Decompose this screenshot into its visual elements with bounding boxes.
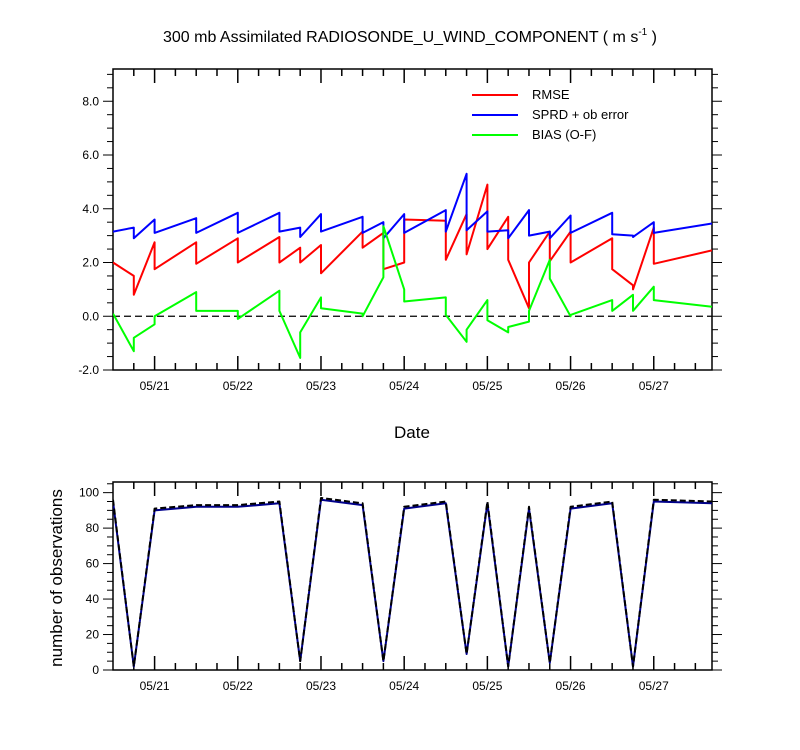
chart0-x-tick-label: 05/25 bbox=[472, 379, 502, 393]
bottom-plot-area: 05/21 05/22 05/23 05/24 05/25 05/26 05/27 0 20 40… bbox=[79, 481, 722, 693]
chart0-legend-label: RMSE bbox=[532, 87, 570, 102]
chart1-series-observations-used bbox=[113, 498, 712, 668]
chart1-y-tick-label: 0 bbox=[92, 663, 99, 677]
chart1-plot-frame bbox=[112, 481, 713, 671]
chart1-x-tick-label: 05/26 bbox=[556, 679, 586, 693]
chart1-y-tick-label: 100 bbox=[79, 486, 99, 500]
chart1-series-observations-possible bbox=[113, 497, 712, 668]
y-axis-title: number of observations bbox=[47, 489, 66, 667]
chart1-x-tick-label: 05/23 bbox=[306, 679, 336, 693]
chart0-y-tick-label: 8.0 bbox=[82, 94, 99, 108]
chart0-x-tick-label: 05/24 bbox=[389, 379, 419, 393]
chart0-x-tick-label: 05/23 bbox=[306, 379, 336, 393]
chart0-series-bias-o-f bbox=[113, 225, 712, 359]
chart-title-superscript: -1 bbox=[638, 27, 647, 38]
chart1-x-tick-label: 05/21 bbox=[140, 679, 170, 693]
chart0-series-rmse bbox=[113, 183, 712, 310]
chart1-y-tick-label: 60 bbox=[86, 557, 100, 571]
chart0-y-tick-label: 6.0 bbox=[82, 148, 99, 162]
chart0-x-tick-label: 05/21 bbox=[140, 379, 170, 393]
chart0-legend-label: SPRD + ob error bbox=[532, 107, 629, 122]
chart0-y-tick-label: 4.0 bbox=[82, 202, 99, 216]
chart1-x-tick-label: 05/22 bbox=[223, 679, 253, 693]
chart-title: 300 mb Assimilated RADIOSONDE_U_WIND_COM… bbox=[163, 27, 657, 46]
chart0-series-sprd-ob-error bbox=[113, 172, 712, 240]
chart0-x-tick-label: 05/22 bbox=[223, 379, 253, 393]
x-axis-title: Date bbox=[394, 423, 430, 442]
chart1-y-tick-label: 20 bbox=[86, 628, 100, 642]
chart1-y-tick-label: 40 bbox=[86, 592, 100, 606]
chart1-x-tick-label: 05/27 bbox=[639, 679, 669, 693]
top-plot-area: 05/21 05/22 05/23 05/24 05/25 05/26 05/27 -2.0 0… bbox=[78, 68, 722, 393]
chart0-x-tick-label: 05/26 bbox=[556, 379, 586, 393]
chart1-x-tick-label: 05/24 bbox=[389, 679, 419, 693]
chart-title-end: ) bbox=[647, 29, 657, 46]
chart1-y-tick-label: 80 bbox=[86, 521, 100, 535]
chart0-plot-frame bbox=[112, 68, 713, 371]
chart0-x-tick-label: 05/27 bbox=[639, 379, 669, 393]
chart1-x-tick-label: 05/25 bbox=[472, 679, 502, 693]
chart0-y-tick-label: -2.0 bbox=[78, 363, 99, 377]
chart0-legend-label: BIAS (O-F) bbox=[532, 127, 596, 142]
chart0-y-tick-label: 0.0 bbox=[82, 309, 99, 323]
chart0-y-tick-label: 2.0 bbox=[82, 256, 99, 270]
